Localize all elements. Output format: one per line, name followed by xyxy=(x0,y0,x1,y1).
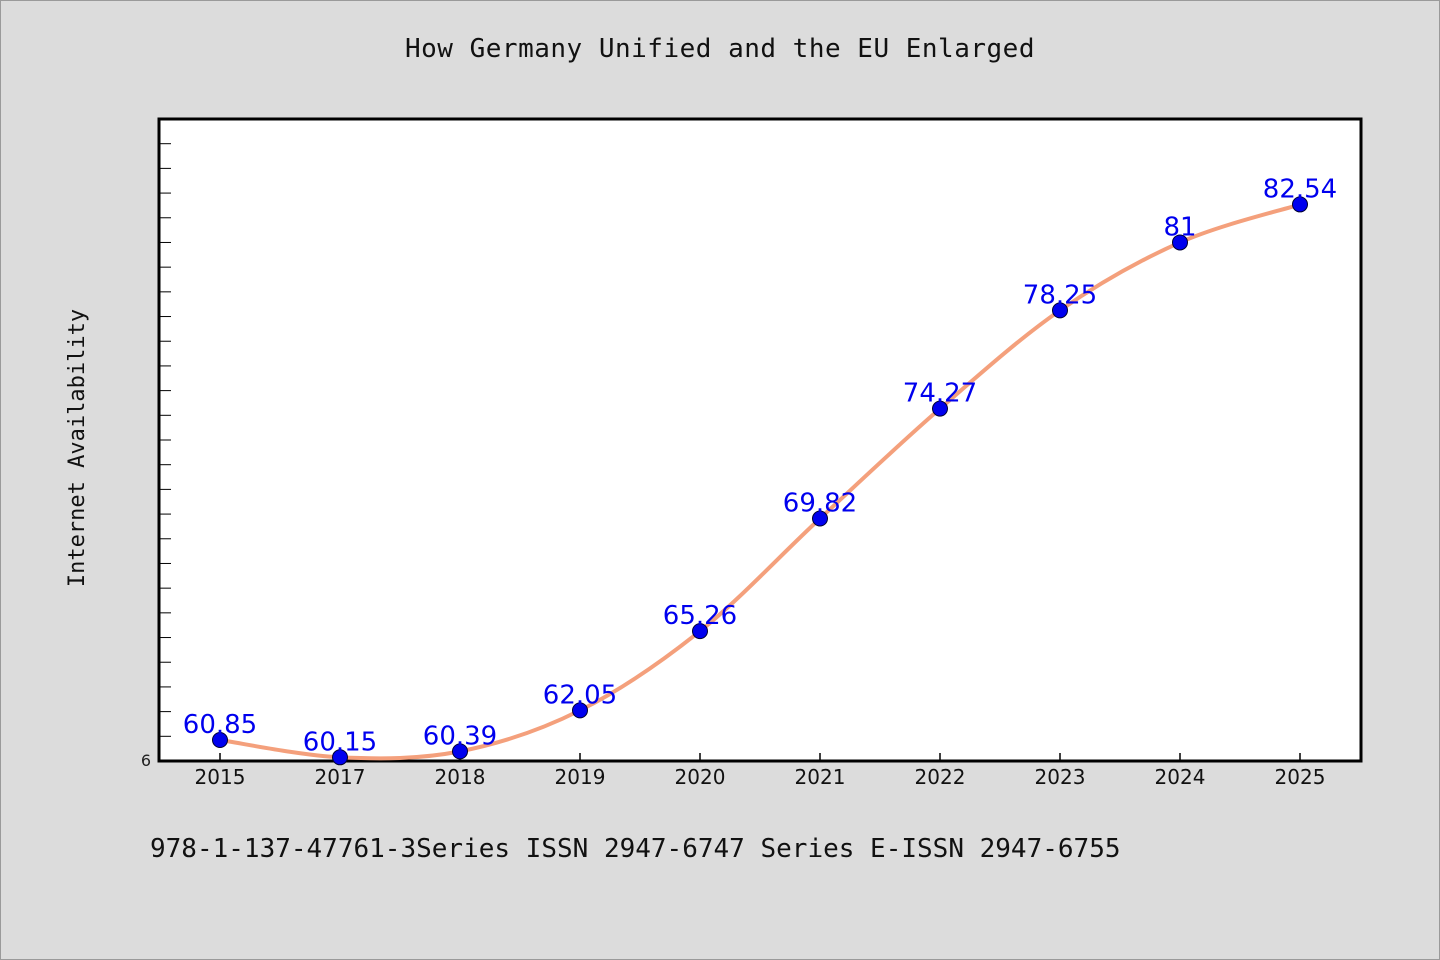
x-tick-label: 2025 xyxy=(1275,765,1326,789)
y-axis-ticks xyxy=(159,143,171,737)
x-axis-ticks: 2015 2017 2018 2019 2020 2021 2022 2023 2024 2025 xyxy=(195,753,1326,789)
series-line xyxy=(218,202,1302,761)
x-tick-label: 2019 xyxy=(555,765,606,789)
data-point xyxy=(1172,234,1188,251)
y-axis-label: Internet Availability xyxy=(65,309,90,587)
data-label: 81 xyxy=(1163,212,1196,242)
data-label: 78.25 xyxy=(1023,280,1097,310)
data-point xyxy=(932,400,948,417)
x-tick-label: 2018 xyxy=(435,765,486,789)
data-label: 60.85 xyxy=(183,710,257,740)
y-tick-label: 6 xyxy=(141,751,151,770)
data-point xyxy=(812,510,828,527)
plot-area xyxy=(157,117,1363,763)
x-tick-label: 2021 xyxy=(795,765,846,789)
data-point xyxy=(1052,302,1068,319)
data-point xyxy=(572,702,588,719)
data-label: 65.26 xyxy=(663,601,737,631)
data-point xyxy=(212,732,228,749)
x-tick-label: 2015 xyxy=(195,765,246,789)
data-point xyxy=(692,623,708,640)
series-line-group xyxy=(218,202,1302,761)
data-label: 60.39 xyxy=(423,721,497,751)
x-tick-label: 2020 xyxy=(675,765,726,789)
data-point xyxy=(452,743,468,760)
data-label: 82.54 xyxy=(1263,174,1337,204)
data-point xyxy=(1292,196,1308,213)
data-label: 69.82 xyxy=(783,489,857,519)
data-labels: 60.85 60.15 60.39 62.05 65.26 69.82 74.27 78.25… xyxy=(183,174,1337,757)
data-label: 74.27 xyxy=(903,379,977,409)
chart-title: How Germany Unified and the EU Enlarged xyxy=(405,34,1035,64)
data-point xyxy=(332,749,348,766)
x-tick-label: 2017 xyxy=(315,765,366,789)
x-tick-label: 2024 xyxy=(1155,765,1206,789)
footer-isbn-issn: 978-1-137-47761-3Series ISSN 2947-6747 S… xyxy=(150,834,1121,864)
x-tick-label: 2023 xyxy=(1035,765,1086,789)
data-markers xyxy=(212,196,1308,766)
data-label: 62.05 xyxy=(543,680,617,710)
data-label: 60.15 xyxy=(303,727,377,757)
x-tick-label: 2022 xyxy=(915,765,966,789)
